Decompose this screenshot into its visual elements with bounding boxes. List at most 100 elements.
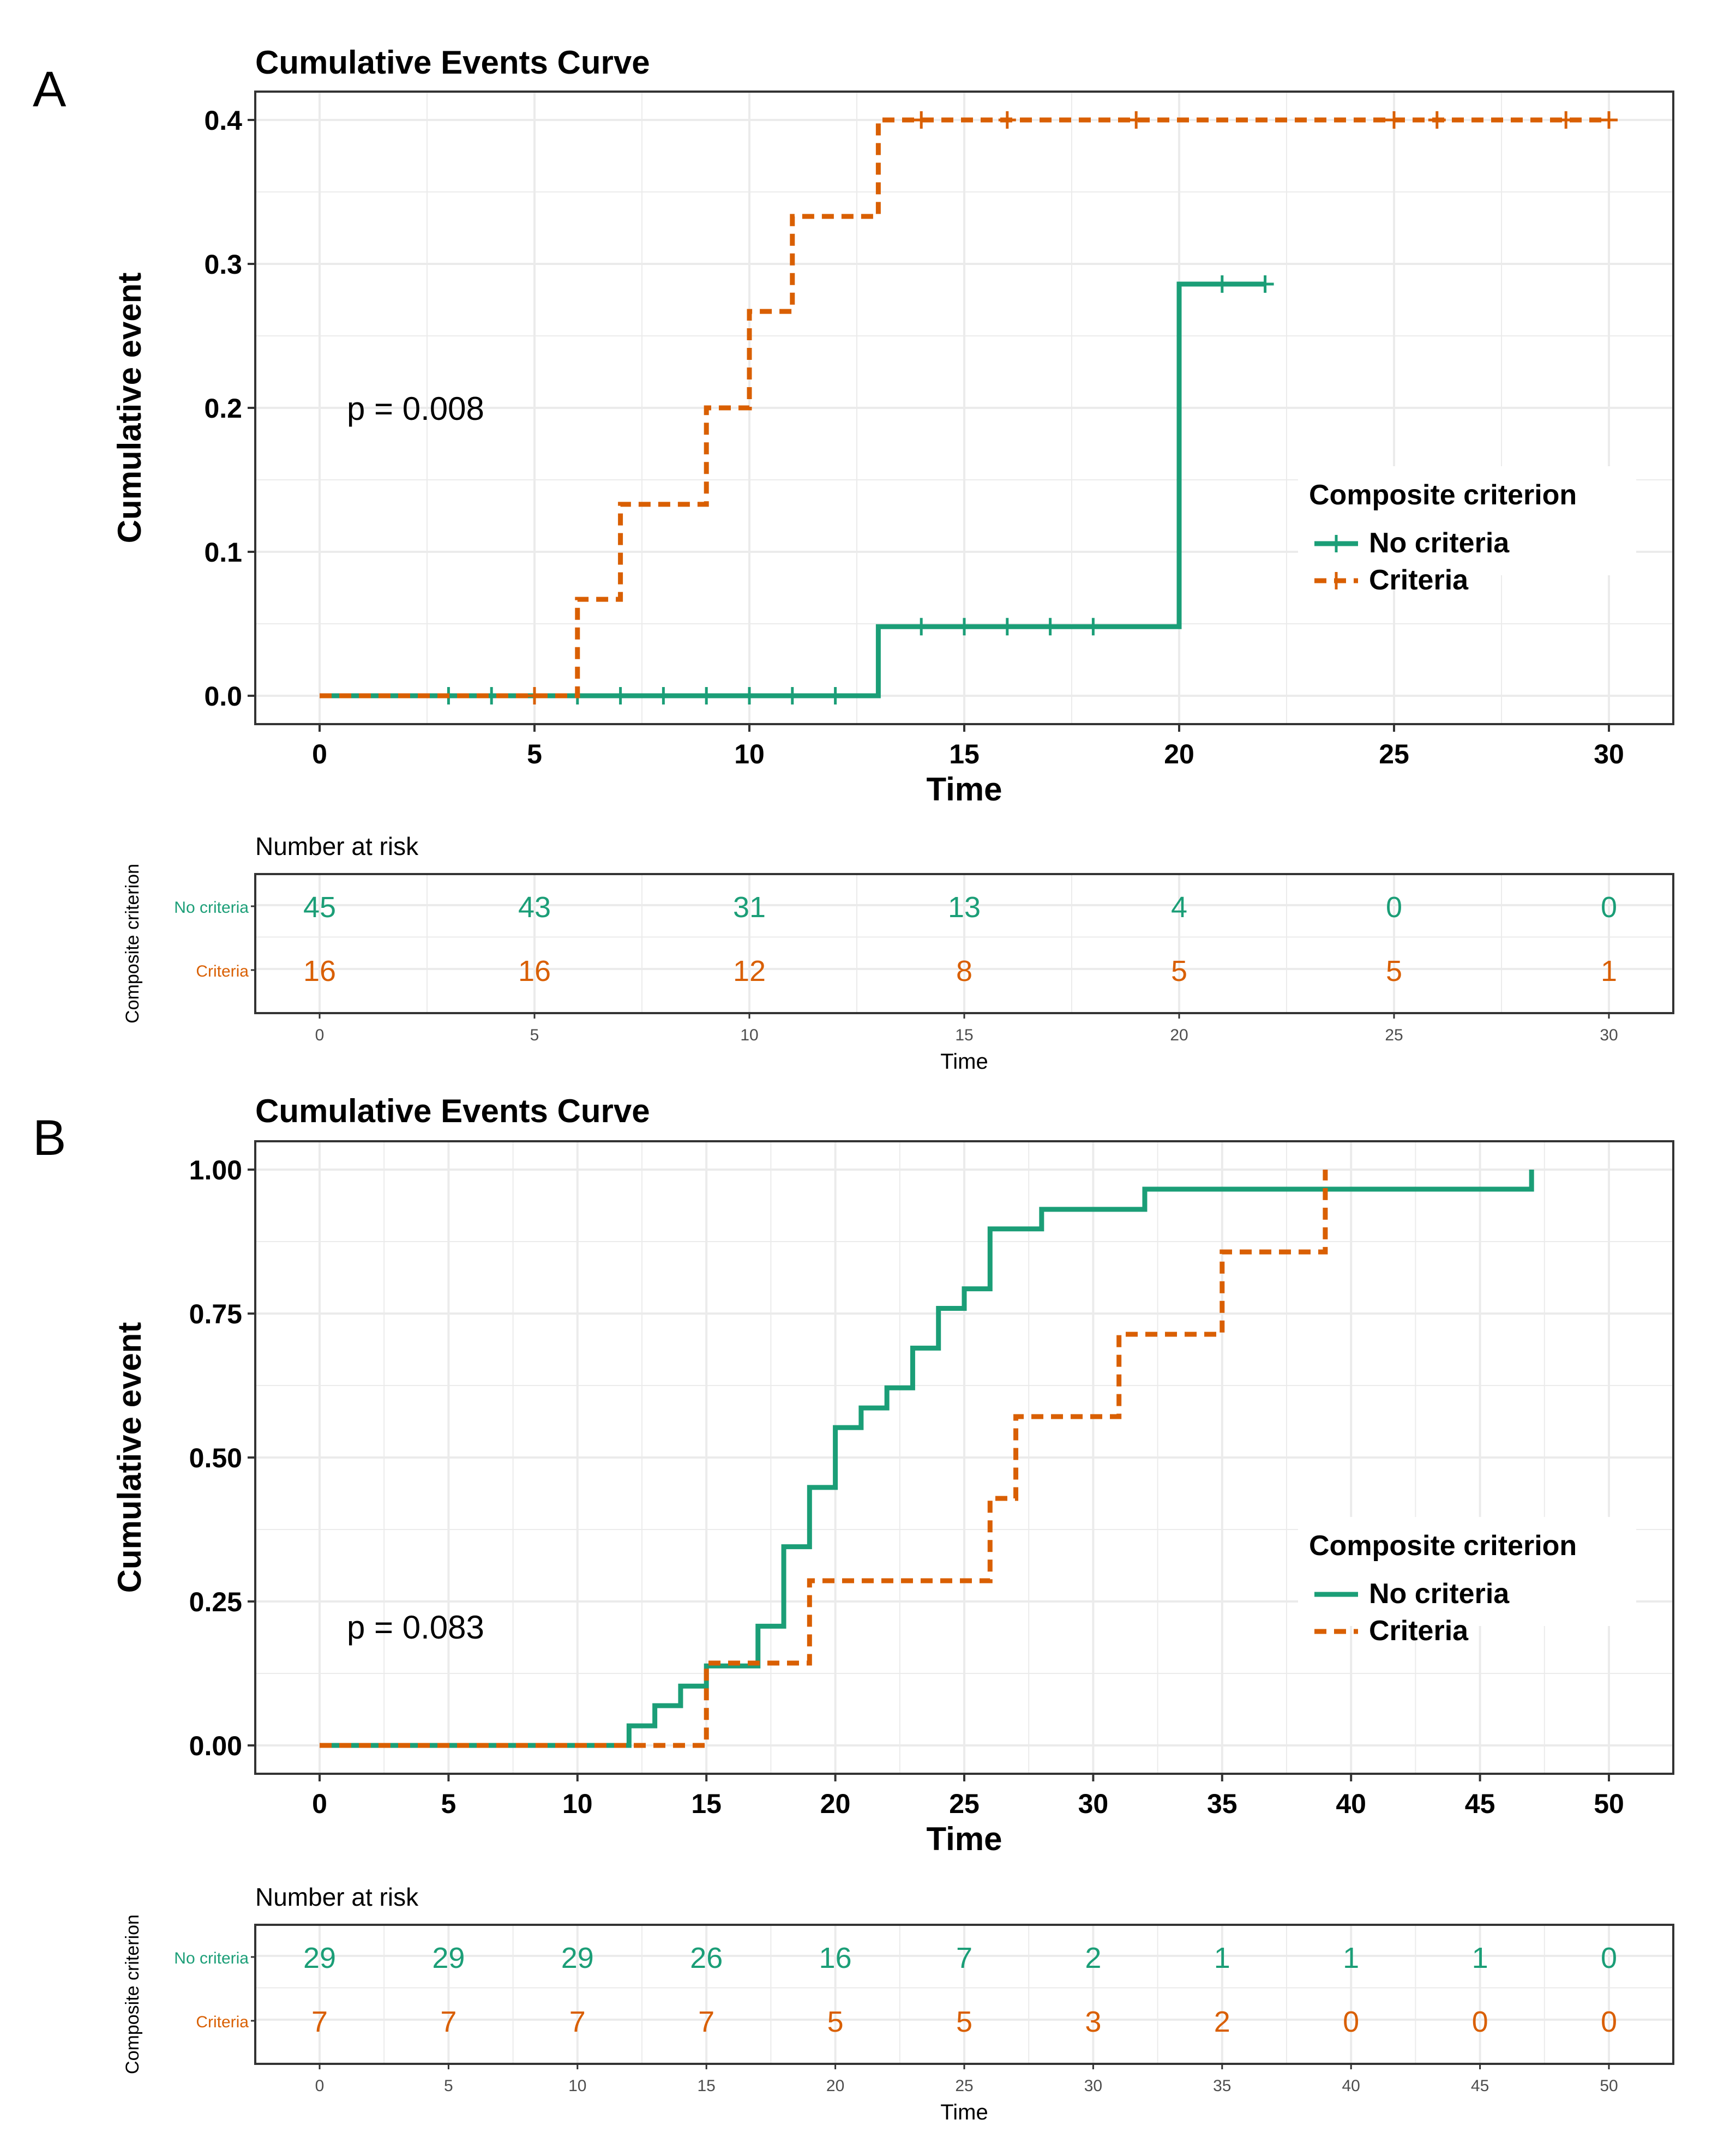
risk-x-tick-label: 25 <box>955 2077 973 2095</box>
risk-count: 7 <box>311 2006 328 2038</box>
y-tick-label: 0.50 <box>189 1443 242 1473</box>
risk-count: 12 <box>733 955 766 987</box>
y-tick-label: 0.4 <box>204 105 242 136</box>
series-criteria <box>320 111 1618 704</box>
risk-count: 29 <box>303 1942 336 1974</box>
risk-count: 16 <box>819 1942 852 1974</box>
legend-label: Criteria <box>1369 564 1469 596</box>
risk-count: 13 <box>948 891 981 924</box>
x-tick-label: 15 <box>949 739 980 769</box>
legend-background <box>1298 466 1636 575</box>
risk-count: 7 <box>440 2006 456 2038</box>
x-tick-label: 0 <box>312 739 327 769</box>
risk-x-tick-label: 0 <box>315 1026 325 1044</box>
y-tick-label: 0.3 <box>204 249 242 280</box>
x-axis-title: Time <box>927 1821 1002 1857</box>
risk-count: 5 <box>1386 955 1402 987</box>
risk-x-tick-label: 15 <box>698 2077 716 2095</box>
risk-count: 3 <box>1085 2006 1101 2038</box>
risk-table: Number at risk No criteria 45 43 31 13 4 0 0 Crit… <box>122 832 1674 1074</box>
risk-x-tick-label: 5 <box>444 2077 453 2095</box>
risk-row-label: No criteria <box>174 1949 249 1967</box>
risk-count: 2 <box>1085 1942 1101 1974</box>
y-tick-label: 0.00 <box>189 1731 242 1761</box>
risk-x-tick-label: 30 <box>1600 1026 1618 1044</box>
y-tick-label: 0.1 <box>204 537 242 568</box>
risk-count: 0 <box>1343 2006 1359 2038</box>
chart-title: Cumulative Events Curve <box>255 44 650 81</box>
risk-count: 2 <box>1214 2006 1230 2038</box>
step-line <box>320 117 1609 698</box>
risk-x-tick-label: 10 <box>568 2077 586 2095</box>
grid <box>255 1141 1673 1774</box>
chart-title: Cumulative Events Curve <box>255 1093 650 1129</box>
series-criteria <box>320 1170 1328 1748</box>
legend-label: No criteria <box>1369 1578 1510 1610</box>
risk-x-tick-label: 50 <box>1600 2077 1618 2095</box>
y-tick-label: 0.0 <box>204 681 242 712</box>
legend-title: Composite criterion <box>1309 479 1577 511</box>
risk-count: 29 <box>561 1942 594 1974</box>
x-tick-label: 25 <box>1379 739 1409 769</box>
risk-x-tick-label: 40 <box>1342 2077 1360 2095</box>
risk-x-axis-title: Time <box>940 2100 988 2124</box>
risk-row-label: Criteria <box>196 2013 249 2031</box>
risk-count: 16 <box>518 955 551 987</box>
risk-count: 0 <box>1472 2006 1488 2038</box>
risk-count: 5 <box>827 2006 844 2038</box>
risk-count: 7 <box>569 2006 586 2038</box>
risk-count: 29 <box>432 1942 465 1974</box>
risk-count: 5 <box>956 2006 972 2038</box>
risk-count: 8 <box>956 955 972 987</box>
risk-row-label: No criteria <box>174 899 249 917</box>
y-tick-label: 0.2 <box>204 393 242 424</box>
risk-count: 31 <box>733 891 766 924</box>
risk-y-axis-title: Composite criterion <box>122 1914 143 2074</box>
legend-title: Composite criterion <box>1309 1530 1577 1562</box>
risk-x-tick-label: 25 <box>1385 1026 1403 1044</box>
risk-y-axis-title: Composite criterion <box>122 864 143 1023</box>
x-tick-label: 0 <box>312 1788 327 1819</box>
step-line <box>320 1170 1328 1748</box>
y-tick-label: 1.00 <box>189 1155 242 1185</box>
risk-x-tick-label: 35 <box>1213 2077 1231 2095</box>
step-line <box>320 281 1265 698</box>
risk-count: 4 <box>1171 891 1187 924</box>
panel-label: B <box>33 1110 66 1166</box>
risk-x-tick-label: 20 <box>826 2077 844 2095</box>
x-tick-label: 25 <box>949 1788 980 1819</box>
legend-background <box>1298 1517 1636 1626</box>
legend-label: No criteria <box>1369 527 1510 559</box>
x-tick-label: 15 <box>691 1788 722 1819</box>
risk-x-tick-label: 0 <box>315 2077 325 2095</box>
p-value-annotation: p = 0.083 <box>347 1609 484 1646</box>
x-tick-label: 10 <box>734 739 765 769</box>
risk-x-tick-label: 10 <box>740 1026 758 1044</box>
risk-x-tick-label: 30 <box>1084 2077 1102 2095</box>
x-tick-label: 35 <box>1207 1788 1238 1819</box>
y-axis-title: Cumulative event <box>111 1322 148 1593</box>
legend: Composite criterion No criteria Criteria <box>1298 466 1636 596</box>
risk-x-axis-title: Time <box>940 1050 988 1074</box>
risk-x-tick-label: 5 <box>530 1026 539 1044</box>
x-tick-label: 5 <box>527 739 542 769</box>
x-tick-label: 40 <box>1336 1788 1366 1819</box>
x-axis-title: Time <box>927 771 1002 808</box>
risk-count: 5 <box>1171 955 1187 987</box>
series-no-criteria <box>320 1170 1534 1748</box>
y-tick-label: 0.25 <box>189 1587 242 1617</box>
x-tick-label: 30 <box>1594 739 1624 769</box>
risk-table: Number at risk No criteria 29 29 29 26 16 7 2 1 1 1… <box>122 1883 1674 2124</box>
x-tick-label: 30 <box>1078 1788 1109 1819</box>
risk-count: 16 <box>303 955 336 987</box>
y-axis-title: Cumulative event <box>111 273 148 544</box>
x-tick-label: 45 <box>1465 1788 1495 1819</box>
risk-x-tick-label: 45 <box>1471 2077 1489 2095</box>
step-line <box>320 1170 1534 1748</box>
risk-row-label: Criteria <box>196 962 249 980</box>
x-tick-label: 10 <box>562 1788 593 1819</box>
y-tick-label: 0.75 <box>189 1299 242 1329</box>
x-tick-label: 5 <box>441 1788 456 1819</box>
